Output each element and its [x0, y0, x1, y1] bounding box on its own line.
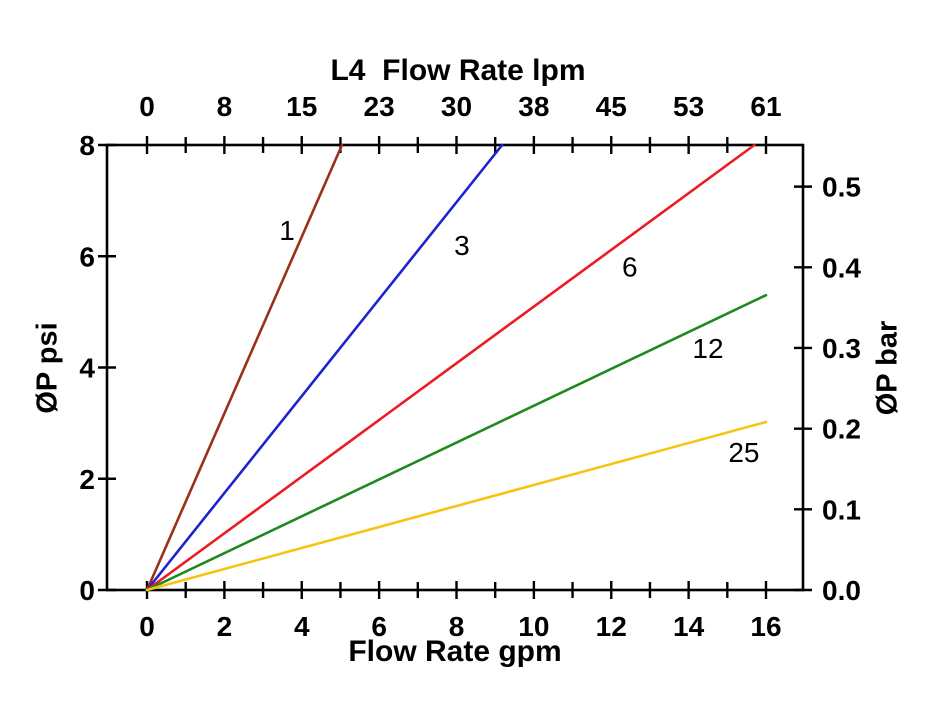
right-tick-label: 0.2 [822, 414, 861, 445]
bottom-tick-label: 8 [449, 611, 465, 642]
right-tick-label: 0.5 [822, 172, 861, 203]
bottom-tick-label: 14 [673, 611, 705, 642]
series-label-6: 6 [622, 251, 638, 282]
top-axis-title: L4 Flow Rate lpm [330, 54, 586, 87]
bottom-tick-label: 0 [139, 611, 155, 642]
top-tick-label: 0 [139, 91, 155, 122]
series-line-25 [145, 420, 768, 592]
left-tick-label: 0 [79, 575, 95, 606]
right-tick-label: 0.0 [822, 575, 861, 606]
plot-frame [105, 143, 805, 592]
left-tick-label: 2 [79, 464, 95, 495]
top-tick-label: 15 [286, 91, 317, 122]
series-line-1 [145, 143, 344, 592]
top-tick-label: 8 [217, 91, 233, 122]
right-tick-label: 0.4 [822, 252, 861, 283]
series-line-3 [145, 143, 504, 592]
series-line-6 [145, 143, 756, 592]
series-label-25: 25 [728, 437, 759, 468]
bottom-tick-label: 10 [518, 611, 549, 642]
left-tick-label: 8 [79, 130, 95, 161]
bottom-tick-label: 2 [217, 611, 233, 642]
left-tick-label: 4 [79, 353, 95, 384]
bottom-axis-title: Flow Rate gpm [348, 635, 562, 668]
right-axis-title: ØP bar [871, 320, 904, 416]
right-tick-label: 0.3 [822, 333, 861, 364]
bottom-tick-label: 16 [750, 611, 781, 642]
left-tick-label: 6 [79, 241, 95, 272]
top-tick-label: 23 [364, 91, 395, 122]
left-axis-title: ØP psi [31, 322, 64, 414]
bottom-tick-label: 12 [596, 611, 627, 642]
top-tick-label: 45 [596, 91, 627, 122]
top-tick-label: 61 [750, 91, 781, 122]
right-tick-label: 0.1 [822, 494, 861, 525]
bottom-tick-label: 4 [294, 611, 310, 642]
series-label-1: 1 [279, 215, 295, 246]
series-line-12 [145, 293, 768, 592]
top-tick-label: 53 [673, 91, 704, 122]
bottom-tick-label: 6 [371, 611, 387, 642]
top-tick-label: 30 [441, 91, 472, 122]
series-label-3: 3 [454, 230, 470, 261]
series-label-12: 12 [692, 333, 723, 364]
top-tick-label: 38 [518, 91, 549, 122]
